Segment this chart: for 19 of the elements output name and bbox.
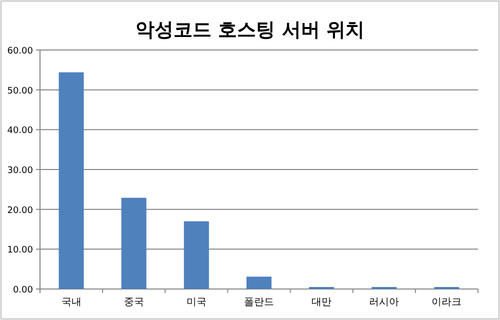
x-tick-label: 대만 xyxy=(312,297,332,308)
y-tick-label: 10.00 xyxy=(7,246,34,256)
x-tick-label: 폴란드 xyxy=(244,297,274,308)
y-tick-label: 40.00 xyxy=(7,126,34,136)
bar xyxy=(58,72,84,289)
x-tick-label: 중국 xyxy=(124,297,144,308)
y-tick-label: 20.00 xyxy=(7,206,34,216)
bar xyxy=(246,276,272,289)
x-tick-label: 러시아 xyxy=(369,297,400,308)
y-tick-label: 50.00 xyxy=(7,86,34,96)
x-tick-label: 국내 xyxy=(61,297,82,308)
bar xyxy=(184,221,209,289)
bar xyxy=(121,198,146,289)
chart-title: 악성코드 호스팅 서버 위치 xyxy=(136,19,364,41)
x-tick-label: 이라크 xyxy=(432,297,462,308)
y-tick-label: 30.00 xyxy=(7,166,34,176)
x-tick-label: 미국 xyxy=(186,297,206,308)
y-tick-label: 0.00 xyxy=(12,286,34,296)
y-tick-label: 60.00 xyxy=(7,46,34,56)
